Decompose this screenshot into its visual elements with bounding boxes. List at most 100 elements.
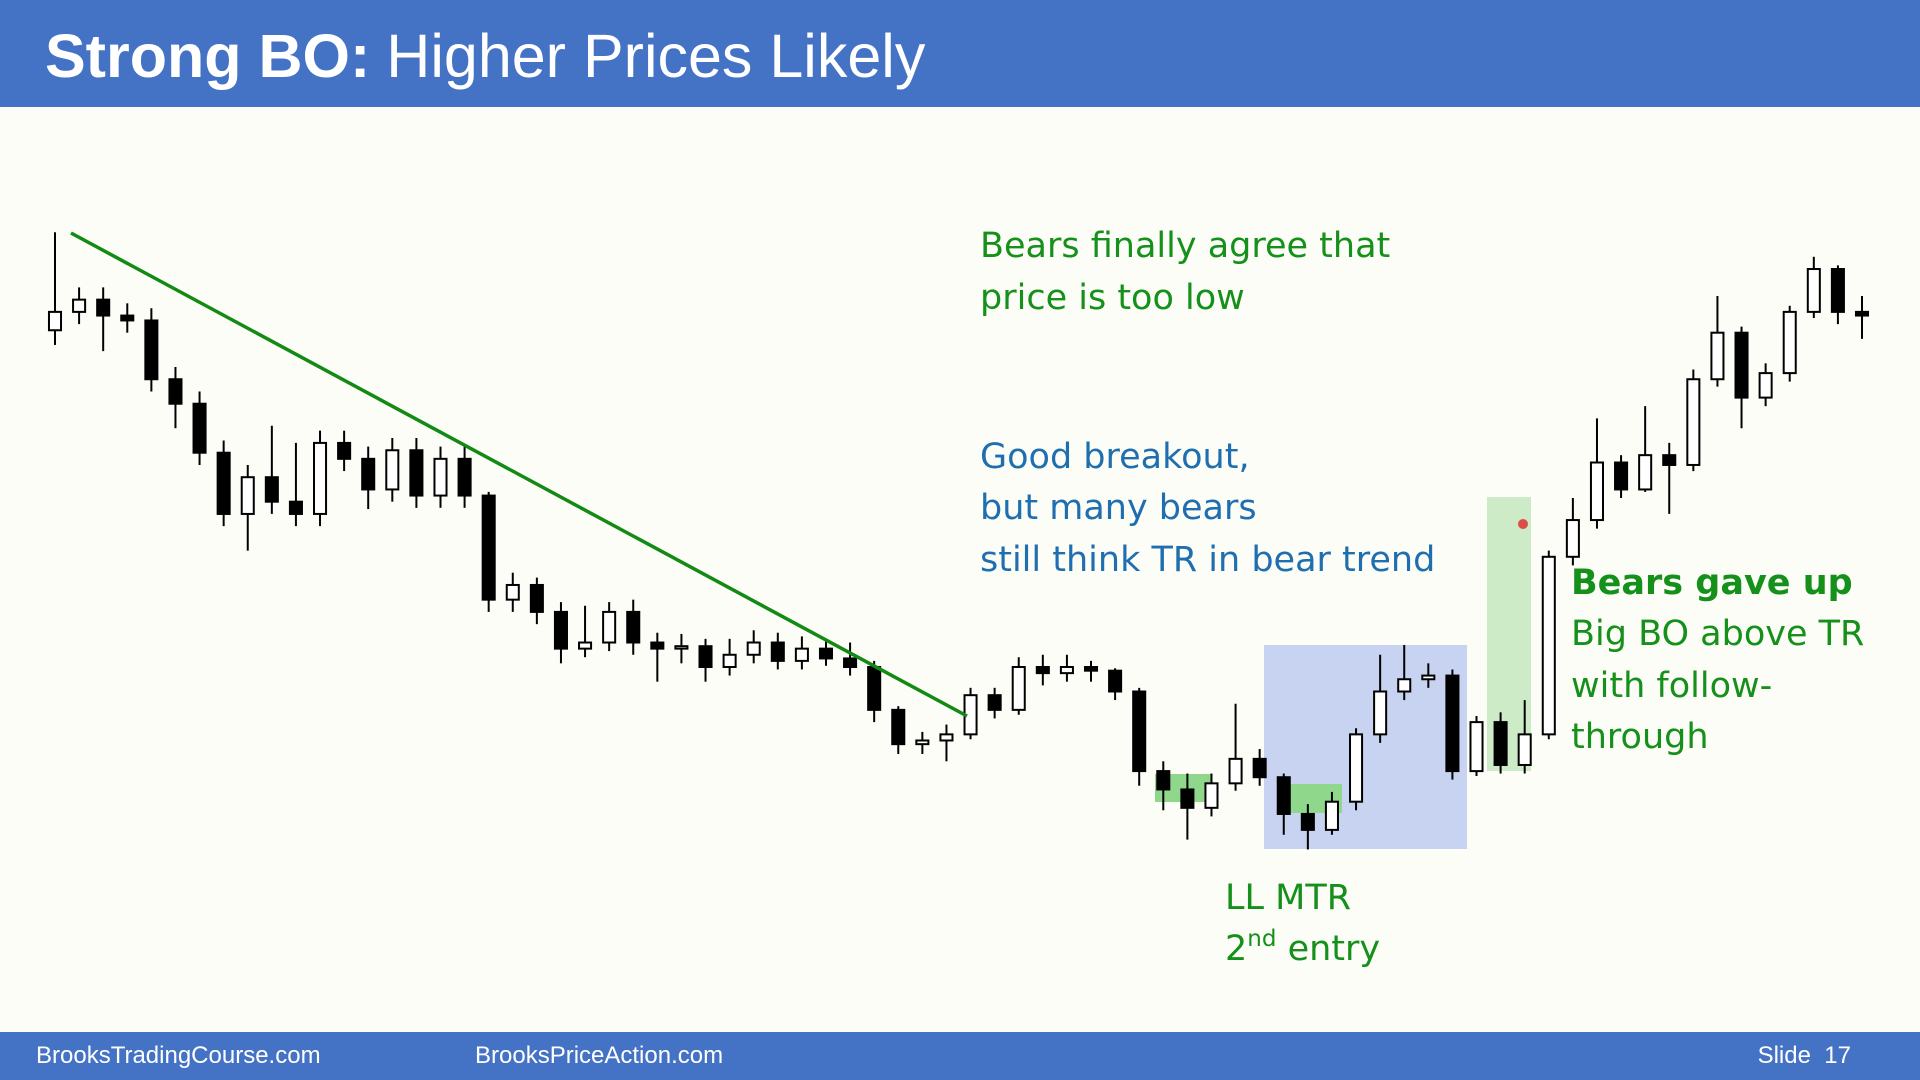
annotation: LL MTR [1225, 878, 1351, 918]
footer-left: BrooksTradingCourse.com [36, 1042, 321, 1069]
annotation: with follow- [1571, 666, 1772, 706]
candle-body [722, 653, 737, 669]
annotation: still think TR in bear trend [980, 540, 1435, 580]
annotation: 2nd entry [1225, 926, 1380, 969]
annotation-part: 2 [1225, 929, 1247, 969]
trend-line [70, 231, 968, 718]
candle-body [1782, 310, 1797, 375]
candle-body [1276, 776, 1291, 815]
footer-middle: BrooksPriceAction.com [475, 1042, 723, 1069]
annotation-sup: nd [1247, 926, 1276, 952]
trading-range-box [1264, 645, 1467, 849]
candle-body [1686, 378, 1701, 466]
annotation: Bears finally agree that [980, 226, 1390, 266]
candle-body [1734, 331, 1749, 399]
candle-body [1180, 788, 1195, 809]
footer-right: Slide 17 [1758, 1042, 1851, 1069]
candle-body [1373, 690, 1388, 736]
candle-body [1614, 461, 1629, 491]
candle-body [915, 739, 930, 746]
candle-body [1517, 733, 1532, 766]
candle-body [987, 694, 1002, 711]
annotation: Bears gave up [1571, 563, 1853, 603]
annotation: through [1571, 717, 1709, 757]
candle-body [746, 641, 761, 656]
candle-body [1710, 331, 1725, 381]
candle-body [867, 666, 882, 711]
candle-body [1638, 454, 1653, 491]
candle-body [1035, 666, 1050, 675]
candles [47, 232, 1870, 850]
candle-body [939, 733, 954, 742]
cursor-dot [1518, 519, 1528, 529]
candle-body [457, 457, 472, 497]
annotation: Good breakout, [980, 437, 1250, 477]
candle-body [409, 449, 424, 497]
candle-body [1059, 666, 1074, 675]
candle-body [1108, 669, 1123, 693]
candle-body [1493, 721, 1508, 766]
candle-body [626, 610, 641, 644]
candle-body [529, 583, 544, 613]
candle-body [674, 645, 689, 650]
candle-body [1204, 782, 1219, 809]
candle-body [433, 457, 448, 497]
candle-body [1662, 454, 1677, 466]
candle-body [505, 583, 520, 601]
candle-body [192, 402, 207, 454]
candle-body [1011, 666, 1026, 711]
candle-body [1758, 372, 1773, 399]
candle-body [1228, 757, 1243, 785]
candle-body [1565, 519, 1580, 558]
candle-body [1589, 461, 1604, 522]
annotation: price is too low [980, 278, 1245, 318]
candle-body [1300, 812, 1315, 831]
title-rest: Higher Prices Likely [386, 22, 926, 90]
candle-body [168, 378, 183, 405]
candle-body [1156, 770, 1171, 791]
footer-bar [0, 1032, 1920, 1080]
candle-body [578, 641, 593, 650]
candle-body [1469, 721, 1484, 773]
candle-body [1421, 674, 1436, 681]
candle-body [1445, 674, 1460, 773]
candle-body [1397, 678, 1412, 693]
candle-body [698, 645, 713, 669]
candle-body [1349, 733, 1364, 803]
candle-body [1324, 800, 1339, 831]
candle-body [1854, 310, 1870, 317]
annotation-part: entry [1276, 929, 1380, 969]
candle-body [337, 441, 352, 460]
candle-body [553, 610, 568, 650]
candle-body [602, 610, 617, 644]
candle-body [47, 310, 63, 332]
candle-body [361, 457, 376, 491]
candle-body [650, 641, 665, 650]
candle-body [264, 476, 279, 503]
title: Strong BO: Higher Prices Likely [45, 22, 926, 90]
candle-body [385, 449, 400, 491]
candle-body [843, 657, 858, 669]
candle-body [72, 298, 87, 313]
candle-body [1541, 555, 1556, 736]
candle-body [1083, 666, 1099, 672]
candle-body [794, 647, 809, 662]
candle-body [96, 298, 111, 317]
annotation: Big BO above TR [1571, 614, 1864, 654]
candle-body [240, 476, 255, 515]
candle-body [144, 319, 159, 381]
candle-body [481, 494, 496, 601]
candle-body [288, 500, 303, 515]
candle-body [1132, 690, 1147, 773]
candle-body [313, 441, 328, 515]
annotation: but many bears [980, 488, 1257, 528]
candle-body [1830, 268, 1845, 313]
header-bar [0, 0, 1920, 107]
candle-body [891, 708, 906, 746]
candle-body [818, 647, 834, 660]
candle-body [1252, 757, 1267, 779]
title-bold: Strong BO: [45, 22, 370, 90]
